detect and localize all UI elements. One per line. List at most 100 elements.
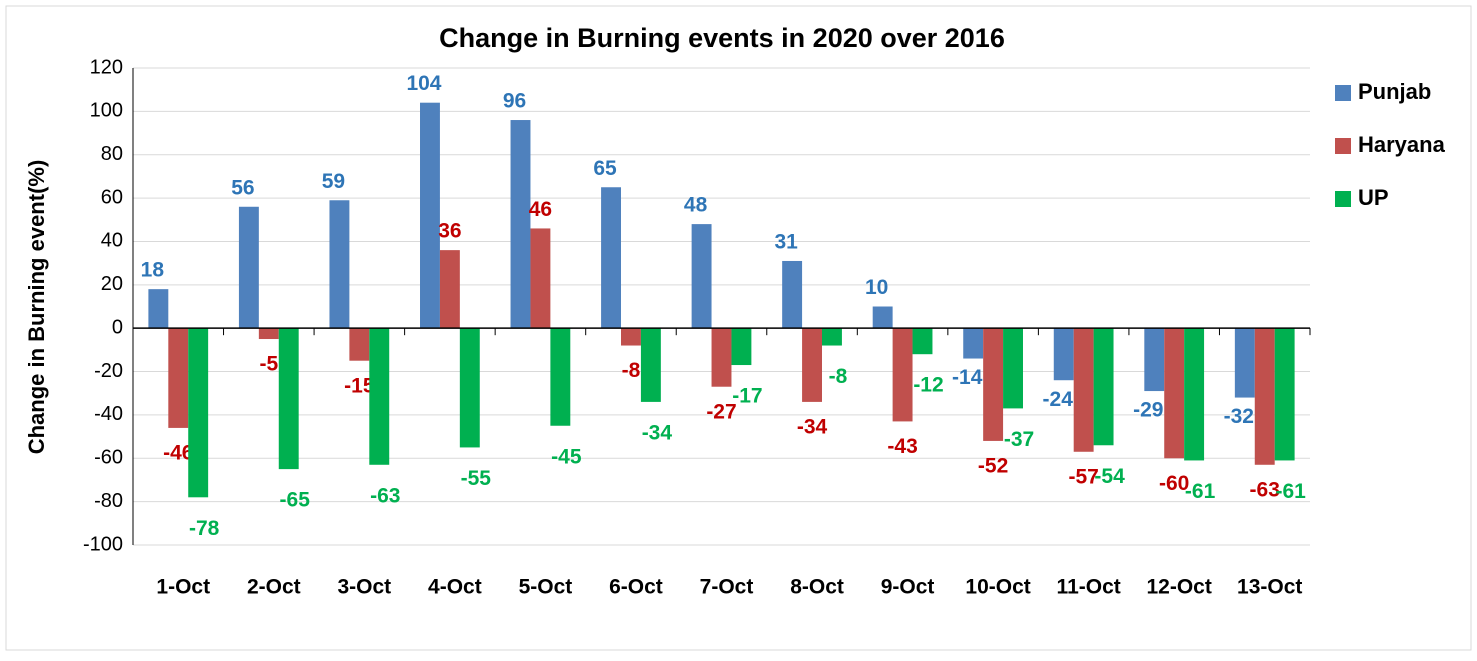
- x-tick-label: 4-Oct: [428, 576, 482, 599]
- data-label: 31: [774, 231, 798, 254]
- bar: [168, 328, 189, 428]
- y-axis-label: Change in Burning event(%): [24, 160, 49, 455]
- bar: [821, 328, 842, 346]
- data-label: -8: [622, 359, 641, 382]
- data-label: -15: [344, 374, 375, 397]
- y-tick-label: 100: [90, 100, 123, 122]
- legend-swatch: [1335, 191, 1351, 207]
- data-label: -57: [1068, 465, 1098, 488]
- bar: [1003, 328, 1023, 409]
- x-tick-label: 13-Oct: [1237, 576, 1302, 599]
- bar: [459, 328, 480, 448]
- data-label: -27: [706, 400, 736, 423]
- bar: [238, 206, 259, 329]
- bar: [1254, 328, 1275, 465]
- data-label: -5: [259, 353, 278, 376]
- data-label: 46: [529, 198, 552, 221]
- bar: [1093, 328, 1114, 446]
- data-label: -65: [280, 489, 311, 512]
- bar: [963, 328, 984, 359]
- y-tick-label: 0: [112, 316, 123, 338]
- x-tick-label: 9-Oct: [881, 576, 935, 599]
- y-tick-label: 120: [90, 56, 123, 78]
- bar: [258, 328, 279, 340]
- chart-title: Change in Burning events in 2020 over 20…: [439, 23, 1005, 53]
- data-label: -32: [1224, 405, 1254, 428]
- y-tick-label: 20: [101, 273, 123, 295]
- data-label: -63: [1250, 478, 1280, 501]
- y-tick-label: -60: [94, 447, 123, 469]
- x-tick-label: 7-Oct: [700, 576, 754, 599]
- y-tick-label: 60: [101, 186, 123, 208]
- y-tick-label: -20: [94, 360, 123, 382]
- data-label: 48: [684, 194, 708, 217]
- data-label: -60: [1159, 472, 1189, 495]
- data-label: -34: [642, 421, 673, 444]
- data-label: -78: [189, 517, 220, 540]
- bar: [621, 328, 641, 346]
- bar: [349, 328, 370, 361]
- data-label: -45: [551, 445, 582, 468]
- data-label: -46: [163, 441, 193, 464]
- data-label: 96: [503, 90, 526, 113]
- x-tick-label: 6-Oct: [609, 576, 663, 599]
- bar: [872, 306, 893, 329]
- data-label: 104: [406, 72, 441, 95]
- bar: [691, 224, 712, 329]
- x-tick-label: 11-Oct: [1057, 576, 1121, 599]
- legend-label: Haryana: [1358, 132, 1446, 157]
- legend-swatch: [1335, 138, 1351, 154]
- bar: [912, 328, 933, 355]
- bar: [550, 328, 571, 426]
- bar: [329, 200, 350, 329]
- data-label: -24: [1043, 388, 1074, 411]
- data-label: -34: [797, 415, 828, 438]
- x-tick-label: 5-Oct: [519, 576, 573, 599]
- y-tick-label: -40: [94, 403, 123, 425]
- y-tick-label: -100: [83, 533, 123, 555]
- data-label: -52: [978, 454, 1008, 477]
- x-tick-label: 12-Oct: [1147, 576, 1212, 599]
- data-label: -63: [370, 484, 400, 507]
- bar: [148, 289, 169, 329]
- bar: [188, 328, 209, 498]
- data-label: 65: [593, 157, 617, 180]
- data-label: 10: [865, 276, 888, 299]
- legend-swatch: [1335, 85, 1351, 101]
- bar: [892, 328, 913, 422]
- data-label: -55: [461, 467, 492, 490]
- bar: [510, 120, 531, 329]
- bar: [439, 250, 460, 329]
- bar: [1073, 328, 1094, 452]
- bar: [1164, 328, 1185, 459]
- x-tick-label: 3-Oct: [338, 576, 392, 599]
- bar: [530, 228, 551, 329]
- x-tick-label: 2-Oct: [247, 576, 301, 599]
- y-tick-label: -80: [94, 490, 123, 512]
- data-label: -12: [913, 374, 943, 397]
- bar: [782, 260, 803, 329]
- data-label: 36: [438, 220, 461, 243]
- data-label: -17: [732, 385, 762, 408]
- y-tick-label: 80: [101, 143, 123, 165]
- bar: [802, 328, 822, 402]
- y-tick-label: 40: [101, 230, 123, 252]
- data-label: -8: [829, 365, 848, 388]
- bar: [1184, 328, 1205, 461]
- data-label: 18: [141, 259, 165, 282]
- bar: [711, 328, 732, 387]
- data-label: 56: [231, 176, 254, 199]
- data-label: -43: [887, 435, 917, 458]
- x-tick-label: 1-Oct: [156, 576, 210, 599]
- data-label: -61: [1185, 480, 1216, 503]
- data-label: -61: [1275, 480, 1306, 503]
- bar: [640, 328, 661, 402]
- legend-label: Punjab: [1358, 79, 1431, 104]
- legend-label: UP: [1358, 185, 1389, 210]
- data-label: -37: [1004, 428, 1034, 451]
- bar: [731, 328, 752, 366]
- data-label: -14: [952, 366, 983, 389]
- bar: [1274, 328, 1295, 461]
- x-tick-label: 10-Oct: [965, 576, 1030, 599]
